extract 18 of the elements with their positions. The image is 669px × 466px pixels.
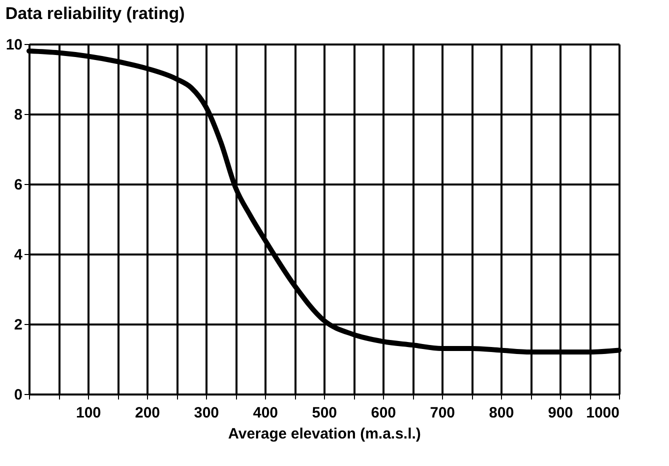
x-tick-label: 400 — [252, 404, 278, 422]
x-tick-label: 200 — [134, 404, 160, 422]
x-tick-label: 1000 — [586, 404, 620, 422]
x-tick-label: 500 — [312, 404, 338, 422]
y-tick-label: 0 — [14, 386, 22, 404]
x-tick-label: 600 — [370, 404, 396, 422]
x-tick-label: 100 — [76, 404, 102, 422]
x-tick-label: 900 — [548, 404, 574, 422]
x-axis-title: Average elevation (m.a.s.l.) — [228, 426, 421, 442]
y-tick-label: 2 — [14, 316, 22, 334]
y-tick-label: 4 — [14, 246, 24, 264]
x-tick-label: 700 — [430, 404, 456, 422]
x-tick-label: 300 — [194, 404, 220, 422]
x-tick-label: 800 — [488, 404, 514, 422]
y-tick-label: 8 — [14, 106, 22, 124]
chart-title: Data reliability (rating) — [5, 4, 185, 23]
y-tick-label: 6 — [14, 176, 22, 194]
y-tick-label: 10 — [6, 36, 22, 54]
